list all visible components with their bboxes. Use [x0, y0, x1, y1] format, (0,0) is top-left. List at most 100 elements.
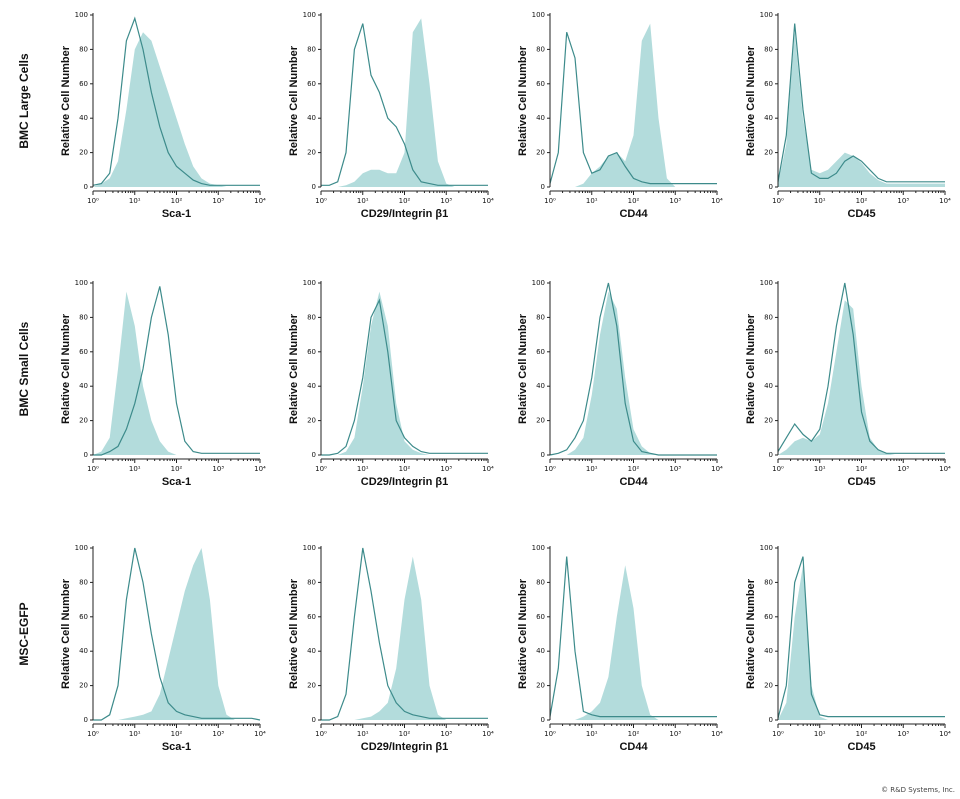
x-tick-label: 10¹: [586, 197, 598, 205]
x-tick-label: 10¹: [129, 730, 141, 738]
y-tick-label: 80: [764, 313, 773, 321]
x-tick-label: 10¹: [129, 197, 141, 205]
y-tick-label: 40: [536, 647, 545, 655]
y-tick-label: 80: [79, 45, 88, 53]
outline-histogram: [321, 298, 488, 456]
y-tick-label: 0: [312, 451, 316, 459]
y-axis-label: Relative Cell Number: [517, 45, 529, 156]
y-tick-label: 20: [764, 417, 773, 425]
x-tick-label: 10³: [669, 465, 681, 473]
y-tick-label: 0: [541, 716, 545, 724]
y-tick-label: 20: [764, 149, 773, 157]
x-tick-label: 10³: [440, 465, 452, 473]
y-tick-label: 100: [75, 544, 88, 552]
filled-histogram: [778, 32, 945, 188]
x-tick-label: 10⁴: [482, 465, 494, 473]
x-tick-label: 10²: [628, 465, 640, 473]
x-tick-label: 10⁰: [87, 197, 99, 205]
y-tick-label: 20: [79, 149, 88, 157]
y-axis-label: Relative Cell Number: [745, 578, 757, 689]
y-tick-label: 60: [307, 613, 316, 621]
y-tick-label: 100: [532, 544, 545, 552]
x-axis-label: Sca-1: [162, 476, 191, 488]
y-tick-label: 60: [536, 348, 545, 356]
x-tick-label: 10⁴: [939, 730, 951, 738]
y-tick-label: 60: [764, 80, 773, 88]
x-tick-label: 10³: [212, 197, 224, 205]
filled-histogram: [778, 300, 945, 455]
y-tick-label: 60: [79, 613, 88, 621]
outline-histogram: [93, 286, 260, 456]
x-tick-label: 10²: [856, 465, 868, 473]
x-tick-label: 10²: [628, 197, 640, 205]
x-tick-label: 10²: [399, 465, 411, 473]
x-tick-label: 10¹: [814, 730, 826, 738]
x-tick-label: 10³: [669, 730, 681, 738]
y-tick-label: 60: [79, 80, 88, 88]
y-axis-label: Relative Cell Number: [60, 313, 72, 424]
x-tick-label: 10²: [171, 730, 183, 738]
x-tick-label: 10²: [171, 197, 183, 205]
x-tick-label: 10²: [171, 465, 183, 473]
outline-histogram: [321, 23, 488, 186]
x-tick-label: 10¹: [357, 465, 369, 473]
x-tick-label: 10⁰: [315, 465, 327, 473]
y-tick-label: 100: [760, 544, 773, 552]
x-axis-label: CD29/Integrin β1: [361, 741, 448, 753]
y-tick-label: 80: [307, 45, 316, 53]
x-tick-label: 10⁴: [482, 197, 494, 205]
y-tick-label: 80: [79, 578, 88, 586]
x-tick-label: 10³: [440, 730, 452, 738]
y-axis-label: Relative Cell Number: [288, 313, 300, 424]
filled-histogram: [321, 291, 488, 455]
y-tick-label: 80: [307, 313, 316, 321]
x-tick-label: 10¹: [357, 730, 369, 738]
outline-histogram: [549, 556, 717, 718]
filled-histogram: [321, 556, 488, 720]
filled-histogram: [321, 18, 488, 188]
filled-histogram: [93, 548, 260, 720]
x-tick-label: 10⁴: [254, 197, 266, 205]
y-tick-label: 20: [307, 682, 316, 690]
filled-histogram: [550, 23, 717, 187]
y-tick-label: 40: [307, 382, 316, 390]
y-tick-label: 40: [79, 114, 88, 122]
x-tick-label: 10⁴: [711, 730, 723, 738]
y-tick-label: 100: [75, 279, 88, 287]
x-tick-label: 10²: [856, 197, 868, 205]
x-tick-label: 10¹: [814, 465, 826, 473]
filled-histogram: [550, 565, 717, 720]
filled-histogram: [550, 291, 717, 455]
outline-histogram: [93, 547, 261, 721]
y-axis-label: Relative Cell Number: [745, 313, 757, 424]
x-tick-label: 10⁰: [772, 465, 784, 473]
outline-histogram: [777, 23, 945, 183]
y-tick-label: 0: [769, 183, 773, 191]
outline-histogram: [321, 547, 488, 721]
filled-histogram: [778, 565, 945, 720]
x-tick-label: 10²: [399, 730, 411, 738]
y-tick-label: 80: [764, 45, 773, 53]
y-tick-label: 100: [532, 279, 545, 287]
x-tick-label: 10⁰: [544, 197, 556, 205]
x-axis-label: CD29/Integrin β1: [361, 208, 448, 220]
x-tick-label: 10³: [897, 730, 909, 738]
y-tick-label: 40: [764, 647, 773, 655]
x-axis-label: CD45: [847, 741, 875, 753]
y-tick-label: 20: [79, 417, 88, 425]
y-tick-label: 40: [764, 382, 773, 390]
row-label: BMC Small Cells: [17, 321, 31, 416]
y-tick-label: 40: [79, 382, 88, 390]
x-axis-label: CD44: [619, 208, 648, 220]
x-tick-label: 10⁴: [254, 465, 266, 473]
y-tick-label: 60: [79, 348, 88, 356]
y-tick-label: 80: [79, 313, 88, 321]
y-axis-label: Relative Cell Number: [288, 578, 300, 689]
x-axis-label: CD29/Integrin β1: [361, 476, 448, 488]
filled-histogram: [93, 291, 260, 455]
y-tick-label: 100: [303, 11, 316, 19]
y-axis-label: Relative Cell Number: [288, 45, 300, 156]
x-tick-label: 10⁰: [315, 197, 327, 205]
y-axis-label: Relative Cell Number: [60, 45, 72, 156]
y-tick-label: 40: [536, 382, 545, 390]
